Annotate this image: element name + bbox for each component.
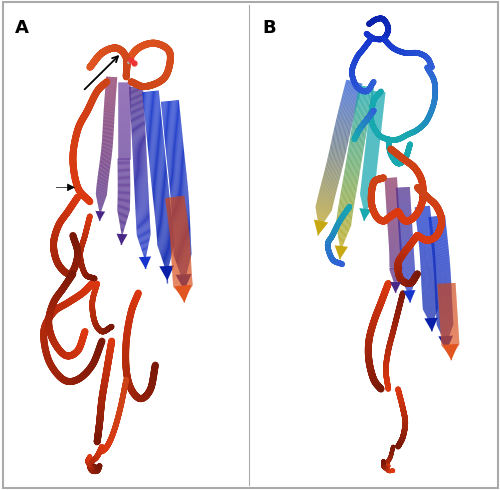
Text: B: B — [262, 19, 276, 37]
Text: A: A — [14, 19, 28, 37]
